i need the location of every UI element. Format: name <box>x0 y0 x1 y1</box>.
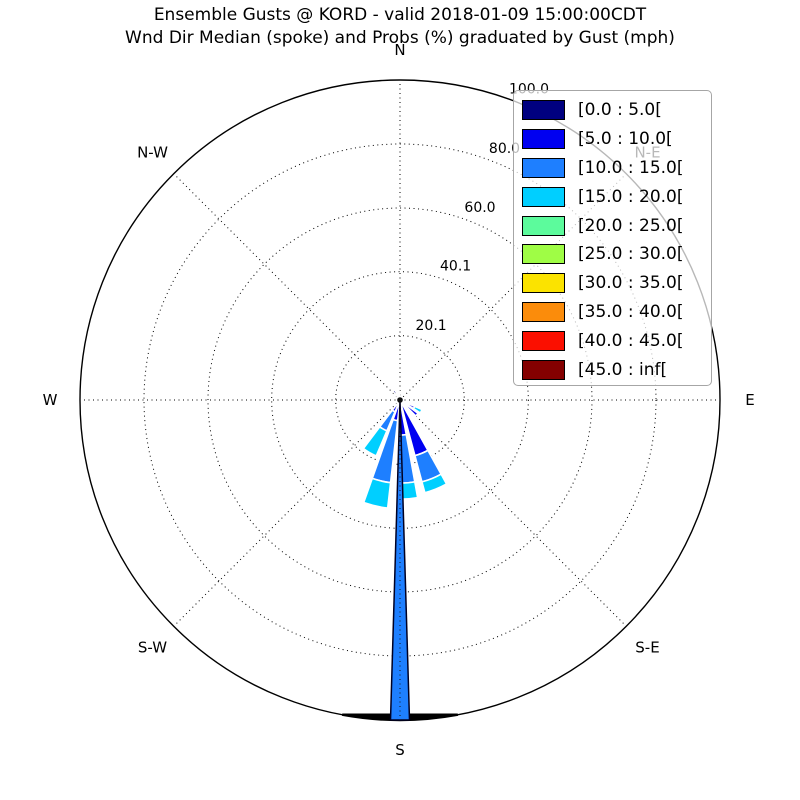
legend-swatch <box>522 157 565 178</box>
legend-entry: [25.0 : 30.0[ <box>514 240 711 269</box>
legend-label: [10.0 : 15.0[ <box>578 157 684 178</box>
direction-label: S-E <box>635 639 659 657</box>
direction-label: E <box>745 391 754 409</box>
wedge-segment <box>362 477 392 509</box>
legend-label: [0.0 : 5.0[ <box>578 100 662 121</box>
legend-swatch <box>522 244 565 265</box>
legend-entry: [35.0 : 40.0[ <box>514 298 711 327</box>
legend-label: [25.0 : 30.0[ <box>578 244 684 265</box>
legend-label: [35.0 : 40.0[ <box>578 301 684 322</box>
wedge-segment <box>399 399 420 418</box>
legend-label: [5.0 : 10.0[ <box>578 129 673 150</box>
grid-ring <box>335 335 465 465</box>
wedge-segment <box>362 425 388 458</box>
legend-entry: [45.0 : inf[ <box>514 355 711 384</box>
wedge-segment <box>391 388 401 401</box>
legend-swatch <box>522 100 565 121</box>
legend-swatch <box>522 186 565 207</box>
legend-entry: [40.0 : 45.0[ <box>514 326 711 355</box>
legend-swatch <box>522 330 565 351</box>
direction-label: W <box>43 391 58 409</box>
direction-label: N-W <box>137 144 168 162</box>
plot-subtitle: Wnd Dir Median (spoke) and Probs (%) gra… <box>125 28 675 48</box>
legend-entry: [20.0 : 25.0[ <box>514 211 711 240</box>
legend-swatch <box>522 129 565 150</box>
legend-label: [30.0 : 35.0[ <box>578 273 684 294</box>
legend-label: [15.0 : 20.0[ <box>578 186 684 207</box>
radial-tick-label: 20.1 <box>416 318 447 334</box>
legend-swatch <box>522 301 565 322</box>
legend-swatch <box>522 273 565 294</box>
azimuth-line <box>173 399 401 627</box>
direction-label: S <box>395 741 405 759</box>
legend-label: [20.0 : 25.0[ <box>578 215 684 236</box>
grid-ring <box>143 143 657 657</box>
radial-tick-label: 80.0 <box>489 141 520 157</box>
median-spoke <box>389 399 411 721</box>
legend-swatch <box>522 215 565 236</box>
legend-swatch <box>522 359 565 380</box>
legend-entry: [15.0 : 20.0[ <box>514 182 711 211</box>
legend-label: [45.0 : inf[ <box>578 359 668 380</box>
azimuth-line <box>399 399 627 627</box>
azimuth-line <box>173 173 401 401</box>
wedge-segment <box>412 405 424 415</box>
legend-entry: [30.0 : 35.0[ <box>514 269 711 298</box>
legend-entry: [5.0 : 10.0[ <box>514 125 711 154</box>
direction-label: N <box>394 41 405 59</box>
radial-tick-label: 60.0 <box>464 200 495 216</box>
center-dot <box>397 397 403 403</box>
legend-entry: [0.0 : 5.0[ <box>514 96 711 125</box>
legend-label: [40.0 : 45.0[ <box>578 330 684 351</box>
legend: [0.0 : 5.0[ [5.0 : 10.0[ [10.0 : 15.0[ [15.… <box>513 90 712 386</box>
plot-title: Ensemble Gusts @ KORD - valid 2018-01-09… <box>153 5 647 25</box>
grid-ring <box>271 271 529 529</box>
radial-tick-label: 40.1 <box>440 259 471 275</box>
grid-ring <box>207 207 593 593</box>
wedge-segment <box>420 473 448 494</box>
legend-entry: [10.0 : 15.0[ <box>514 154 711 183</box>
direction-label: S-W <box>138 639 167 657</box>
